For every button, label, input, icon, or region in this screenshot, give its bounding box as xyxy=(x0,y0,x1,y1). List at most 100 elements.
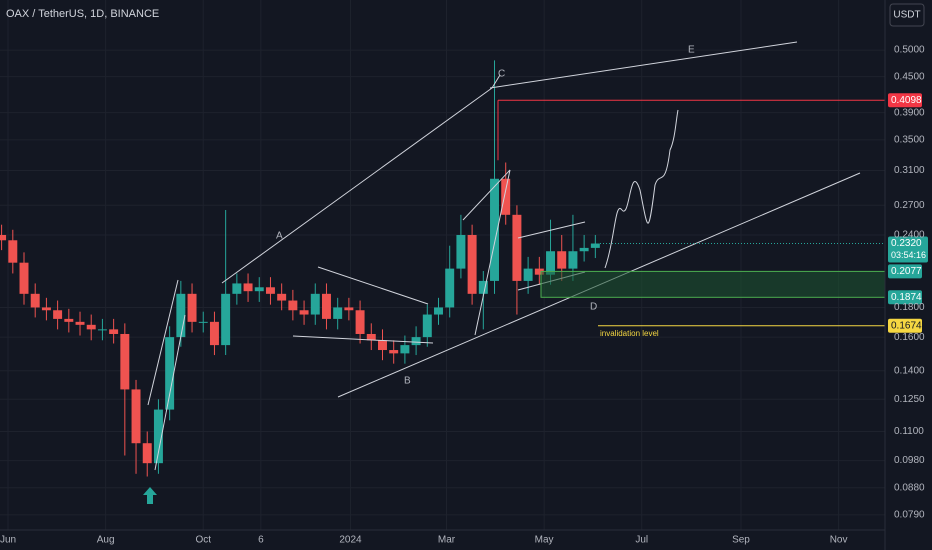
zone xyxy=(540,270,886,298)
trend-line xyxy=(517,221,586,239)
candle-body xyxy=(64,318,74,322)
candle-body xyxy=(546,251,556,275)
candle-body xyxy=(366,333,376,341)
last-price-box xyxy=(888,236,928,263)
y-tick-label: 0.1400 xyxy=(894,365,925,376)
wave-label: D xyxy=(590,302,597,313)
trend-line xyxy=(474,169,511,336)
candle-body xyxy=(579,247,589,252)
y-tick-label: 0.1100 xyxy=(894,426,924,437)
candle-body xyxy=(355,310,365,334)
trend-line xyxy=(147,279,179,406)
candle-body xyxy=(243,283,253,292)
candle-body xyxy=(0,234,7,241)
currency-button[interactable] xyxy=(889,3,925,27)
candle-body xyxy=(176,293,186,338)
candle-body xyxy=(590,243,600,248)
x-tick-label: Sep xyxy=(732,535,750,546)
candle-body xyxy=(445,268,455,308)
candle-body xyxy=(299,310,309,315)
countdown-label: 03:54:16 xyxy=(891,250,926,260)
candle-body xyxy=(131,389,141,444)
candle-body xyxy=(142,443,152,464)
candle-body xyxy=(265,287,275,294)
candle-body xyxy=(209,321,219,346)
candle-body xyxy=(86,324,96,330)
trend-line xyxy=(317,266,429,305)
y-tick-label: 0.3900 xyxy=(894,107,925,118)
candle-body xyxy=(557,251,567,269)
y-tick-label: 0.5000 xyxy=(894,45,925,56)
x-tick-label: Oct xyxy=(195,535,211,546)
candle-body xyxy=(310,293,320,315)
candle-body xyxy=(422,314,432,338)
candle-body xyxy=(232,283,242,294)
candle-body xyxy=(165,337,175,410)
candle-body xyxy=(19,262,29,294)
wave-label: C xyxy=(498,69,505,80)
candle-body xyxy=(434,307,443,315)
candle-body xyxy=(221,293,231,346)
x-tick-label: Jun xyxy=(0,535,16,546)
price-label: 0.2077 xyxy=(891,266,922,277)
candle-body xyxy=(490,178,499,281)
trend-line xyxy=(221,87,493,284)
candle-body xyxy=(187,293,197,322)
candle-body xyxy=(109,329,119,334)
candle-body xyxy=(120,333,130,390)
candle-body xyxy=(400,345,410,354)
candle-body xyxy=(41,307,51,311)
price-label-box xyxy=(888,318,922,333)
candle-body xyxy=(501,178,511,215)
candle-body xyxy=(456,234,466,269)
y-tick-label: 0.3500 xyxy=(894,135,925,146)
candle-body xyxy=(288,300,298,311)
candle-body xyxy=(321,293,331,319)
wave-label: E xyxy=(688,45,695,56)
wave-label: A xyxy=(276,231,283,242)
candle-body xyxy=(389,350,399,354)
candles xyxy=(0,60,600,477)
candle-body xyxy=(523,268,533,281)
candle-body xyxy=(97,329,107,331)
candle-body xyxy=(75,321,85,325)
price-label-box xyxy=(888,264,922,279)
trend-line xyxy=(154,314,186,471)
candle-body xyxy=(534,268,544,275)
price-label: 0.1674 xyxy=(891,320,922,331)
y-tick-label: 0.3100 xyxy=(894,165,925,176)
candle-body xyxy=(411,337,421,346)
candle-body xyxy=(30,293,40,308)
candle-body xyxy=(512,214,522,281)
price-label-box xyxy=(888,93,922,108)
price-label: 0.1874 xyxy=(891,292,922,303)
candle-body xyxy=(478,280,488,294)
candle-body xyxy=(254,287,264,292)
x-tick-label: Nov xyxy=(830,535,848,546)
y-tick-label: 0.2700 xyxy=(894,200,925,211)
x-tick-label: Jul xyxy=(635,535,648,546)
trend-line xyxy=(462,169,511,221)
last-price-label: 0.2320 xyxy=(891,238,922,249)
x-tick-label: Aug xyxy=(97,535,115,546)
x-tick-label: May xyxy=(535,535,554,546)
price-label: 0.4098 xyxy=(891,95,922,106)
invalidation-text: invalidation level xyxy=(600,329,659,338)
candle-body xyxy=(344,307,354,311)
y-tick-label: 0.0980 xyxy=(894,455,925,466)
chart-title: OAX / TetherUS, 1D, BINANCE xyxy=(6,8,159,20)
candle-body xyxy=(277,293,287,301)
y-tick-label: 0.1250 xyxy=(894,394,925,405)
trend-line xyxy=(491,74,501,89)
trend-line xyxy=(489,41,798,89)
candle-body xyxy=(53,310,63,319)
candle-body xyxy=(467,234,477,294)
price-label-box xyxy=(888,290,922,305)
grid xyxy=(0,0,885,530)
candle-body xyxy=(153,409,163,464)
x-tick-label: 2024 xyxy=(339,535,362,546)
y-tick-label: 0.2400 xyxy=(894,230,925,241)
currency-label[interactable]: USDT xyxy=(893,10,920,21)
candle-body xyxy=(333,307,343,319)
candle-body xyxy=(568,251,578,269)
